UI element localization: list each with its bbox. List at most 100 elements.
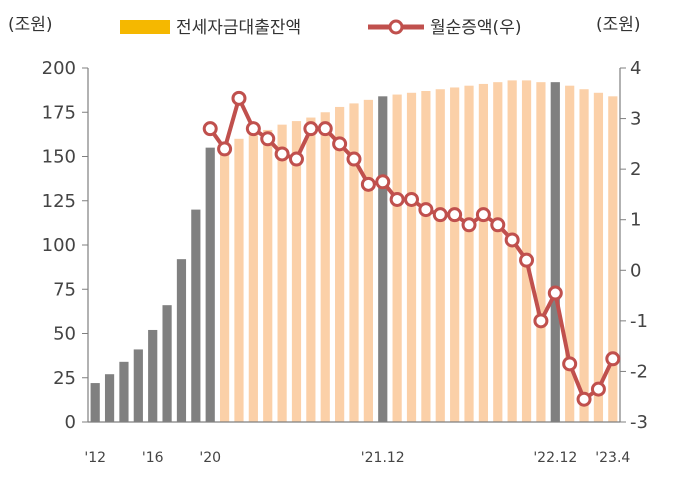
- bar: [148, 329, 158, 422]
- right-axis-ticks: -3 -2 -1 0 1 2 3 4: [620, 58, 648, 433]
- x-axis-tick-label: '23.4: [595, 450, 630, 466]
- bar: [464, 85, 474, 422]
- bar: [90, 383, 100, 422]
- bar: [306, 117, 316, 422]
- right-axis-tick-label: 0: [630, 260, 641, 281]
- right-axis-tick-label: 2: [630, 159, 641, 180]
- bar: [248, 135, 258, 422]
- line-point: [605, 351, 621, 367]
- legend-bar-label: 전세자금대출잔액: [176, 18, 301, 38]
- left-axis-tick-label: 200: [42, 58, 76, 79]
- right-axis-tick-label: 3: [630, 109, 641, 130]
- line-point: [245, 121, 261, 137]
- left-axis-unit: (조원): [8, 15, 53, 35]
- right-axis-tick-label: 1: [630, 210, 641, 231]
- bar: [392, 94, 402, 423]
- bar: [406, 92, 417, 422]
- bar: [205, 147, 215, 422]
- bar: [435, 89, 445, 423]
- bar: [579, 89, 589, 423]
- line-point: [490, 217, 506, 233]
- bar: [133, 349, 143, 422]
- bar: [450, 87, 460, 422]
- left-axis-tick-label: 75: [53, 279, 76, 300]
- line-point: [202, 121, 218, 137]
- left-axis-tick-label: 0: [65, 412, 76, 433]
- bar: [162, 305, 172, 422]
- line-point: [519, 252, 535, 268]
- line-point: [346, 151, 362, 167]
- line-point: [375, 174, 391, 190]
- bar: [263, 129, 273, 422]
- legend-bar-swatch: [120, 20, 170, 34]
- bar: [335, 106, 345, 422]
- legend-line-label: 월순증액(우): [430, 18, 521, 38]
- line-point: [317, 121, 333, 137]
- bar: [363, 99, 373, 423]
- bar: [104, 374, 115, 422]
- line-point: [461, 217, 477, 233]
- bar: [565, 85, 575, 422]
- line-point: [274, 146, 290, 162]
- left-axis-tick-label: 125: [42, 191, 76, 212]
- bar: [320, 112, 330, 422]
- line-point: [217, 141, 233, 157]
- line-point: [360, 176, 376, 192]
- bar: [493, 82, 503, 422]
- line-point: [447, 207, 463, 223]
- bar: [291, 121, 302, 422]
- legend-line-marker: [388, 19, 404, 35]
- line-point: [504, 232, 520, 248]
- bar: [608, 96, 618, 422]
- line-point: [590, 381, 606, 397]
- bar: [119, 361, 129, 422]
- left-axis-tick-label: 50: [53, 324, 76, 345]
- line-point: [562, 356, 578, 372]
- line-point: [418, 202, 434, 218]
- right-axis-unit: (조원): [596, 15, 641, 35]
- line-series: [202, 90, 621, 407]
- bar-series: [90, 80, 618, 423]
- bar: [536, 82, 546, 422]
- left-axis-tick-label: 100: [42, 235, 76, 256]
- line-point: [533, 313, 549, 329]
- x-axis-tick-label: '12: [84, 450, 106, 466]
- line-point: [231, 90, 247, 106]
- bar: [507, 80, 517, 422]
- line-point: [303, 121, 319, 137]
- bar: [521, 80, 532, 422]
- axes: [87, 68, 621, 423]
- bar: [176, 259, 187, 422]
- left-axis-tick-label: 150: [42, 147, 76, 168]
- line-point: [547, 285, 563, 301]
- bar: [478, 83, 489, 423]
- bar: [219, 142, 230, 422]
- left-axis-ticks: 0 25 50 75 100 125 150 175 200: [42, 58, 88, 433]
- bar: [349, 103, 359, 423]
- line-point: [432, 207, 448, 223]
- line-point: [404, 191, 420, 207]
- right-axis-tick-label: -1: [630, 311, 648, 332]
- x-axis-tick-label: '21.12: [361, 450, 405, 466]
- x-axis-tick-label: '22.12: [533, 450, 577, 466]
- line-point: [260, 131, 276, 147]
- line-point: [332, 136, 348, 152]
- bar: [550, 82, 560, 422]
- line-point: [475, 207, 491, 223]
- bar: [234, 138, 244, 423]
- right-axis-tick-label: -3: [630, 412, 648, 433]
- bar: [421, 91, 431, 422]
- bar: [593, 92, 604, 422]
- x-axis-tick-label: '16: [142, 450, 164, 466]
- bar: [191, 209, 201, 422]
- x-axis-ticks: '12 '16 '20 '21.12 '22.12 '23.4: [84, 450, 630, 466]
- left-axis-tick-label: 175: [42, 102, 76, 123]
- line-point: [576, 391, 592, 407]
- x-axis-tick-label: '20: [199, 450, 221, 466]
- left-axis-tick-label: 25: [53, 368, 76, 389]
- right-axis-tick-label: -2: [630, 361, 648, 382]
- bar: [378, 96, 388, 422]
- line-point: [288, 151, 304, 167]
- right-axis-tick-label: 4: [630, 58, 641, 79]
